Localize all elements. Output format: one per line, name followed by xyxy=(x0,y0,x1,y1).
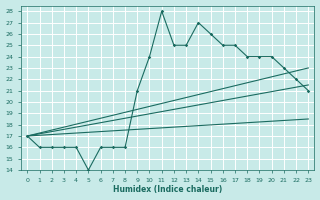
X-axis label: Humidex (Indice chaleur): Humidex (Indice chaleur) xyxy=(113,185,222,194)
